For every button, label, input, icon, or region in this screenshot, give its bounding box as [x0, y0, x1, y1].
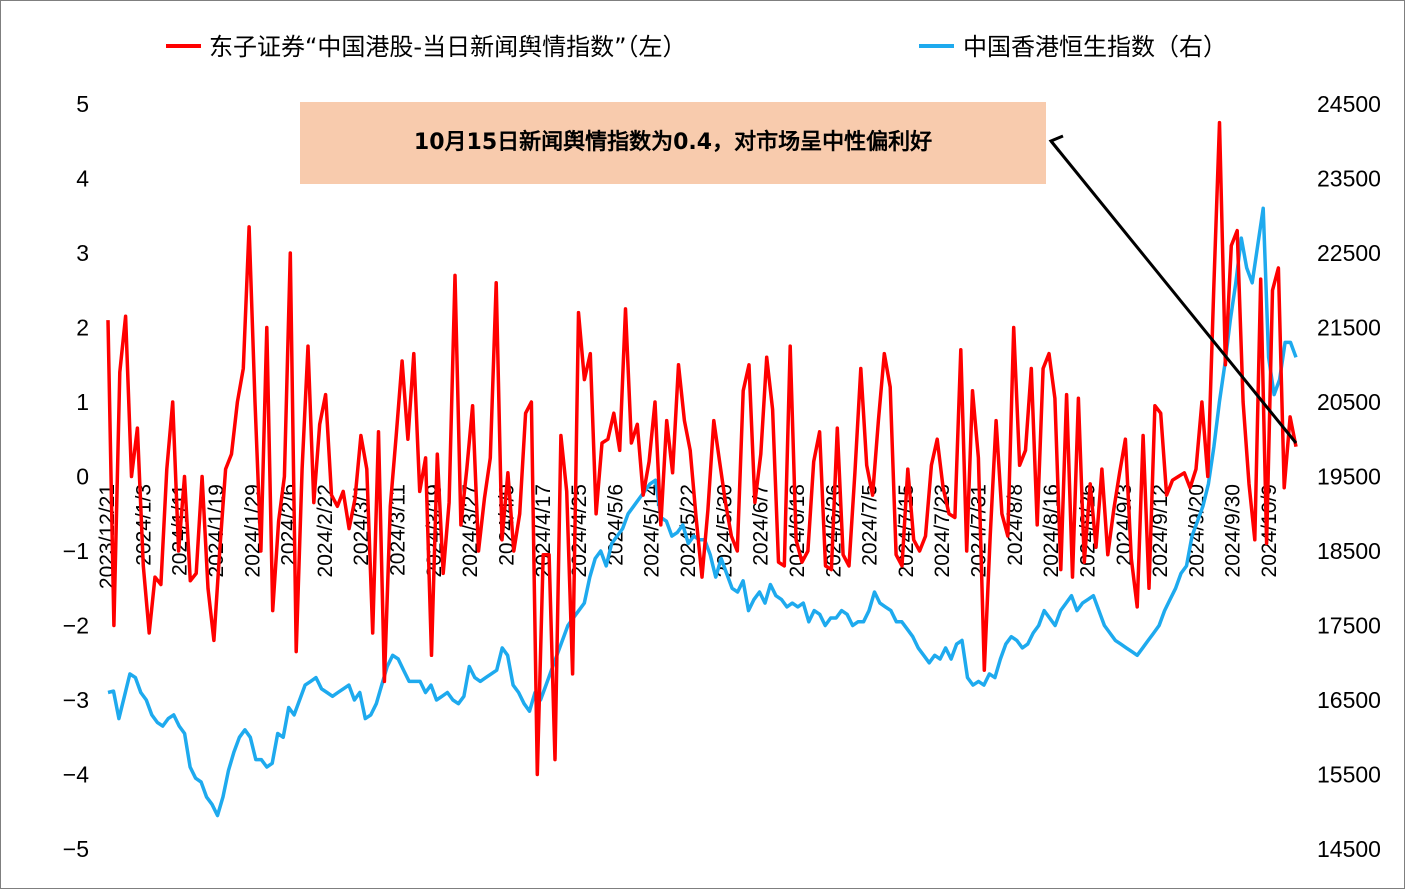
y-left-tick-label: −2	[63, 613, 89, 639]
y-axis-left: 5 4 3 2 1 0 −1 −2 −3 −4 −5	[63, 91, 89, 862]
legend-label-sentiment: 东子证券“中国港股-当日新闻舆情指数”（左）	[209, 33, 687, 61]
y-right-tick-label: 14500	[1317, 836, 1381, 862]
y-axis-right: 24500 23500 22500 21500 20500 19500 18500 17500…	[1317, 91, 1381, 862]
y-right-tick-label: 15500	[1317, 762, 1381, 788]
y-left-tick-label: −1	[63, 538, 89, 564]
x-tick-label: 2024/3/11	[387, 484, 410, 576]
x-tick-label: 2024/9/30	[1222, 484, 1245, 577]
y-right-tick-label: 19500	[1317, 464, 1381, 490]
annotation-arrowhead	[1048, 134, 1064, 152]
y-right-tick-label: 20500	[1317, 389, 1381, 415]
x-tick-label: 2024/7/5	[859, 484, 882, 566]
x-tick-label: 2024/2/22	[314, 484, 337, 577]
y-right-tick-label: 21500	[1317, 315, 1381, 341]
y-left-tick-label: 1	[76, 389, 89, 415]
y-left-tick-label: 4	[76, 166, 89, 192]
x-tick-label: 2024/7/23	[931, 484, 954, 577]
y-right-tick-label: 22500	[1317, 240, 1381, 266]
annotation-arrow-line	[1049, 140, 1298, 444]
x-tick-label: 2024/9/12	[1149, 484, 1172, 577]
y-left-tick-label: −5	[63, 836, 89, 862]
y-left-tick-label: −3	[63, 687, 89, 713]
x-tick-label: 2024/5/30	[713, 484, 736, 577]
y-left-tick-label: −4	[63, 762, 89, 788]
series-line-sentiment	[106, 120, 1298, 777]
y-left-tick-label: 0	[76, 464, 89, 490]
y-right-tick-label: 23500	[1317, 166, 1381, 192]
x-tick-label: 2024/1/3	[132, 484, 155, 566]
legend-label-hsi: 中国香港恒生指数（右）	[963, 33, 1227, 61]
y-left-tick-label: 5	[76, 91, 89, 117]
x-tick-label: 2024/10/9	[1258, 484, 1281, 577]
y-right-tick-label: 16500	[1317, 687, 1381, 713]
x-tick-label: 2024/4/25	[568, 484, 591, 577]
y-right-tick-label: 17500	[1317, 613, 1381, 639]
annotation-box	[300, 102, 1046, 184]
annotation-text: 10月15日新闻舆情指数为0.4，对市场呈中性偏利好	[414, 129, 932, 155]
x-tick-label: 2024/6/7	[750, 484, 773, 566]
y-left-tick-label: 3	[76, 240, 89, 266]
y-right-tick-label: 18500	[1317, 538, 1381, 564]
y-right-tick-label: 24500	[1317, 91, 1381, 117]
series-layer	[106, 120, 1298, 818]
series-line-hsi	[107, 206, 1298, 818]
y-left-tick-label: 2	[76, 315, 89, 341]
